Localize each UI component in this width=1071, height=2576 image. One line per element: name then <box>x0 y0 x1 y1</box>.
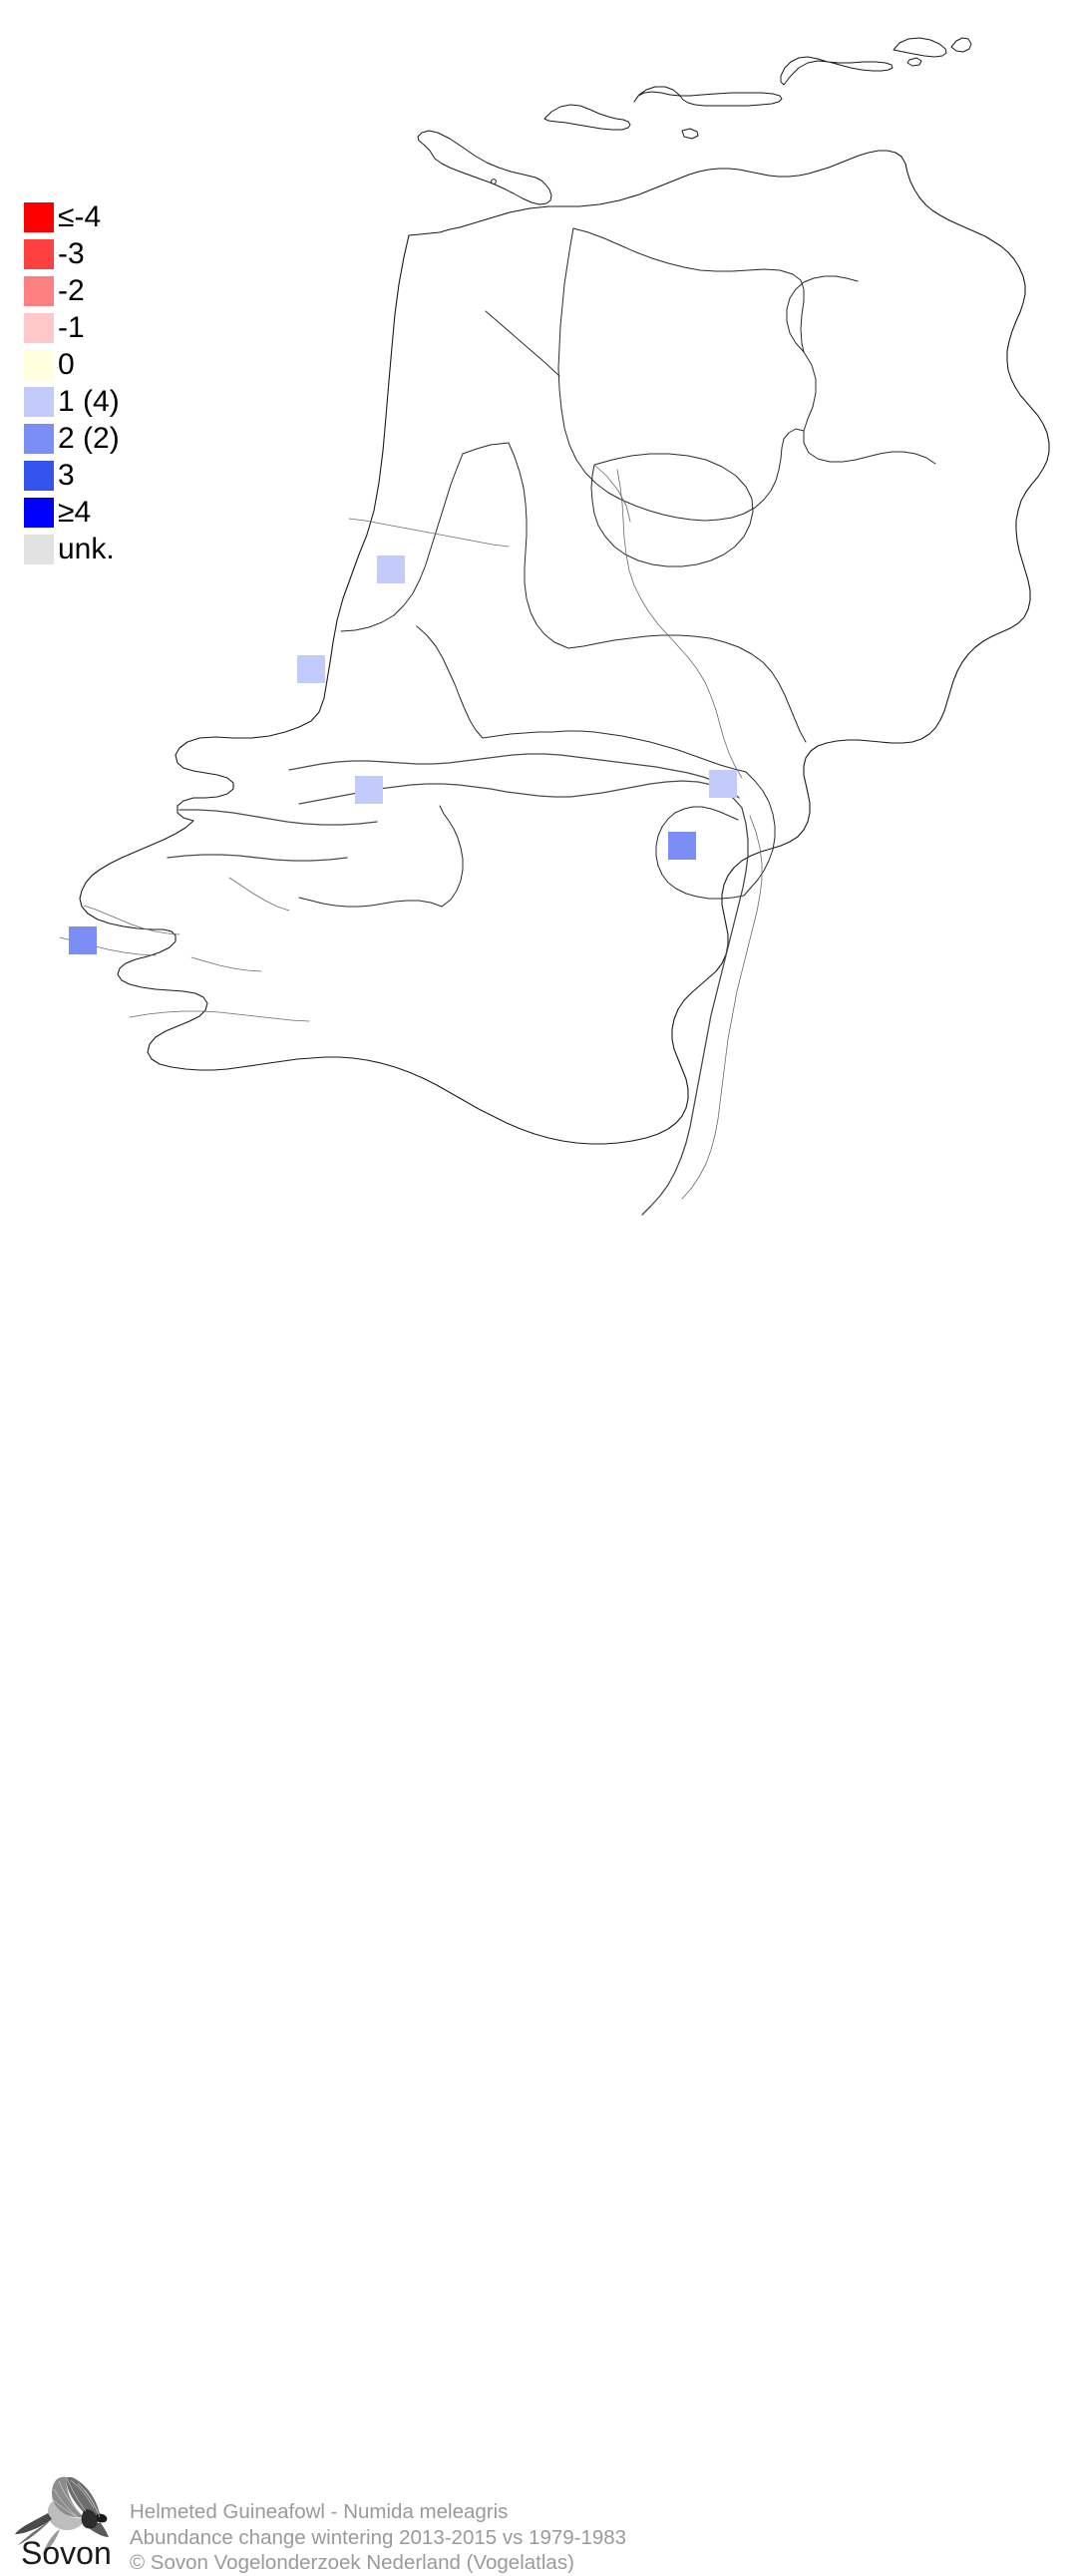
vlieland-island <box>543 104 631 131</box>
netherlands-map-svg <box>59 37 1050 1216</box>
rottumeroog-island <box>950 37 972 53</box>
boundary-noordholland-south <box>340 453 464 632</box>
channel-noordzeekanaal <box>348 518 510 548</box>
boundary-friesland-drenthe <box>557 227 805 522</box>
dike-afsluitdijk <box>485 310 560 377</box>
map-data-cell <box>355 776 383 804</box>
boundary-gelderland-utrecht <box>508 442 569 649</box>
legend-label-1: -3 <box>58 236 85 270</box>
schiermonnikoog-island <box>892 37 947 58</box>
boundary-gelderland-brabant <box>551 730 747 773</box>
legend-item-3[interactable]: -1 <box>24 309 174 346</box>
legend-label-5: 1 (4) <box>58 384 120 418</box>
small-islet-north <box>906 57 922 67</box>
legend-swatch-8 <box>24 497 54 528</box>
legend-swatch-0 <box>24 201 54 232</box>
legend-label-2: -2 <box>58 273 85 307</box>
caption-block: Helmeted Guineafowl - Numida meleagris A… <box>130 2499 626 2576</box>
legend-swatch-6 <box>24 423 54 454</box>
legend-item-0[interactable]: ≤-4 <box>24 198 174 235</box>
terschelling-island <box>633 86 783 107</box>
map-data-cell <box>297 655 325 683</box>
boundary-groningen-east <box>786 275 859 353</box>
legend-label-3: -1 <box>58 310 85 344</box>
legend-swatch-7 <box>24 460 54 491</box>
legend-swatch-2 <box>24 275 54 306</box>
zeeland-inlet-1 <box>83 905 180 935</box>
zeeland-inlet-3 <box>228 877 290 912</box>
legend-item-5[interactable]: 1 (4) <box>24 383 174 420</box>
dike-houtribdijk <box>593 464 631 523</box>
ameland-island <box>780 56 893 86</box>
map-data-cell <box>668 832 696 860</box>
river-maas-branch <box>681 815 763 1200</box>
boundary-friesland-groningen <box>572 227 805 353</box>
legend-label-6: 2 (2) <box>58 421 120 455</box>
sovon-wordmark: Sovon <box>21 2535 112 2569</box>
footer: Sovon Helmeted Guineafowl - Numida melea… <box>0 1237 1071 2574</box>
legend-label-0: ≤-4 <box>58 199 102 233</box>
wadden-islands-group <box>417 37 972 205</box>
legend-item-7[interactable]: 3 <box>24 457 174 494</box>
boundary-flevoland <box>590 453 754 567</box>
legend: ≤-4 -3 -2 -1 0 1 (4) 2 (2) 3 ≥4 unk. <box>24 198 174 567</box>
legend-item-8[interactable]: ≥4 <box>24 494 174 531</box>
legend-label-9: unk. <box>58 532 115 565</box>
river-maas <box>641 807 749 1216</box>
sovon-swallow-logo: Sovon <box>15 2476 112 2569</box>
province-boundaries-group <box>298 227 936 908</box>
legend-item-6[interactable]: 2 (2) <box>24 420 174 457</box>
tiny-islet <box>491 179 497 184</box>
legend-item-1[interactable]: -3 <box>24 235 174 272</box>
caption-species: Helmeted Guineafowl - Numida meleagris <box>130 2500 509 2523</box>
caption-metric: Abundance change wintering 2013-2015 vs … <box>130 2525 627 2549</box>
legend-item-9[interactable]: unk. <box>24 531 174 567</box>
boundary-overijssel-gelderland <box>567 634 807 743</box>
map-container <box>0 0 1071 1257</box>
legend-label-7: 3 <box>58 458 75 492</box>
netherlands-mainland-outline <box>79 150 1050 1145</box>
legend-swatch-3 <box>24 312 54 343</box>
zeeland-inlet-4 <box>190 956 262 972</box>
boundary-utrecht-zuidholland <box>416 625 484 739</box>
legend-swatch-5 <box>24 386 54 417</box>
small-islet-griend <box>681 128 699 140</box>
map-data-cell <box>377 555 405 583</box>
boundary-gelderland-limburg <box>743 771 776 897</box>
legend-label-8: ≥4 <box>58 495 92 529</box>
boundary-brabant-limburg <box>655 806 745 900</box>
texel-island <box>417 130 552 205</box>
channel-oosterschelde <box>167 854 348 862</box>
caption-copyright: © Sovon Vogelonderzoek Nederland (Vogela… <box>130 2551 574 2574</box>
legend-label-4: 0 <box>58 347 75 381</box>
boundary-zuidholland-brabant <box>439 805 464 908</box>
legend-item-4[interactable]: 0 <box>24 346 174 383</box>
map-data-cell <box>69 926 97 954</box>
boundary-groningen-drenthe <box>803 351 936 465</box>
legend-swatch-1 <box>24 238 54 269</box>
boundary-utrecht-south <box>482 731 553 739</box>
legend-swatch-9 <box>24 534 54 564</box>
boundary-zeeland-brabant <box>298 897 443 908</box>
river-lek <box>288 753 740 799</box>
data-cells-group <box>69 555 737 954</box>
river-ijssel <box>616 469 743 779</box>
boundary-noordholland-utrecht <box>462 442 510 455</box>
channel-hollandsch-diep <box>178 809 378 826</box>
legend-swatch-4 <box>24 349 54 380</box>
legend-item-2[interactable]: -2 <box>24 272 174 309</box>
map-data-cell <box>709 770 737 798</box>
channel-westerschelde <box>129 1010 310 1022</box>
